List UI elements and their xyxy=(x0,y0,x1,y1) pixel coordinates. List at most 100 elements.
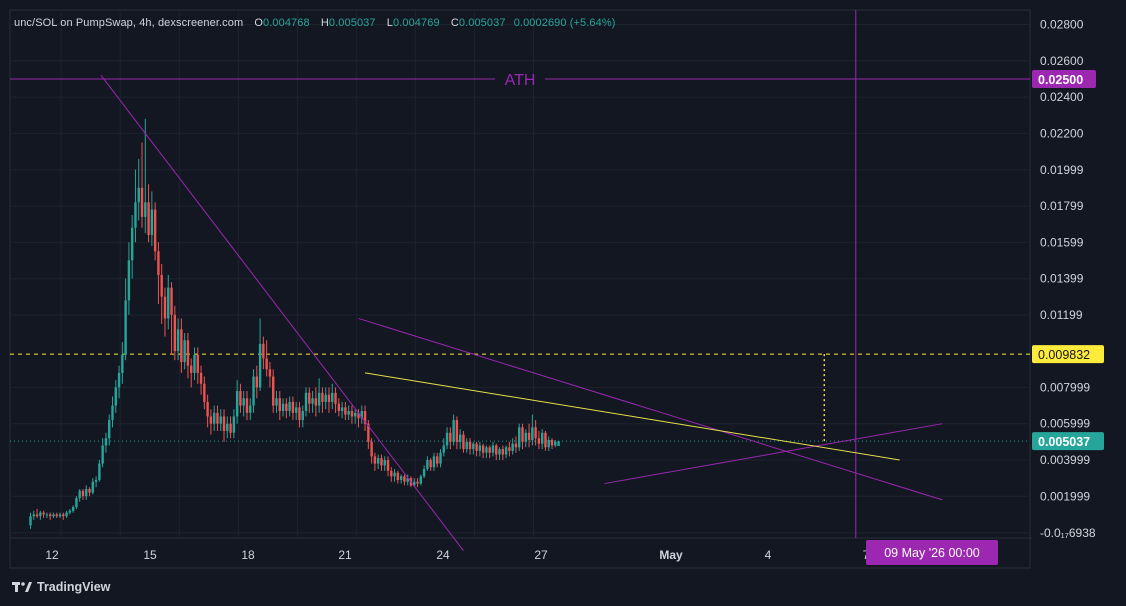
candle-body xyxy=(488,447,491,453)
candle-body xyxy=(65,512,68,517)
candle-body xyxy=(239,391,242,406)
candle-body xyxy=(518,427,521,448)
candle-body xyxy=(78,490,81,499)
candle-body xyxy=(449,432,452,442)
candle-body xyxy=(265,358,268,370)
candle-body xyxy=(163,296,167,319)
tradingview-logo-icon xyxy=(12,582,32,592)
candle-body xyxy=(147,202,150,235)
candle-body xyxy=(521,427,524,442)
candle-body xyxy=(498,449,501,455)
candle-body xyxy=(472,443,475,450)
candle-body xyxy=(275,398,278,406)
candle-body xyxy=(350,410,354,417)
candle-body xyxy=(268,369,272,377)
candle-body xyxy=(294,407,298,413)
candle-body xyxy=(255,376,259,388)
candle-body xyxy=(340,407,344,411)
candle-body xyxy=(298,407,301,421)
candle-body xyxy=(468,441,472,450)
candle-body xyxy=(170,287,173,315)
candle-body xyxy=(226,423,229,431)
tradingview-brand[interactable]: TradingView xyxy=(12,580,110,594)
candle-body xyxy=(458,434,462,442)
candle-body xyxy=(491,445,495,453)
candle-body xyxy=(104,438,108,446)
y-tick-label: 0.005999 xyxy=(1040,417,1090,431)
candle-body xyxy=(301,410,304,421)
candle-body xyxy=(173,314,177,352)
candle-body xyxy=(58,514,62,517)
y-tick-label: 0.001999 xyxy=(1040,489,1090,503)
candle-body xyxy=(45,514,49,516)
candle-body xyxy=(281,403,285,411)
candle-body xyxy=(386,459,390,471)
candle-body xyxy=(445,432,449,446)
candle-body xyxy=(183,340,186,362)
y-tick-label: 0.02800 xyxy=(1040,18,1084,32)
candle-body xyxy=(140,187,144,217)
candle-body xyxy=(544,432,547,448)
y-tick-label: 0.02200 xyxy=(1040,126,1084,140)
candle-body xyxy=(396,472,400,480)
candle-body xyxy=(321,392,324,402)
candle-body xyxy=(137,187,140,203)
candle-body xyxy=(347,410,350,415)
candle-body xyxy=(337,403,341,411)
level-price-label: 0.009832 xyxy=(1038,348,1090,362)
level-price-tag xyxy=(1032,345,1104,364)
y-tick-label: -0.0₁₇6938 xyxy=(1040,526,1096,540)
candle-body xyxy=(186,340,190,366)
candle-body xyxy=(157,251,160,275)
grid-lines xyxy=(10,10,1030,538)
candle-body xyxy=(514,443,518,448)
candle-body xyxy=(422,469,426,477)
candle-body xyxy=(442,445,445,453)
candle-body xyxy=(232,416,236,433)
candle-body xyxy=(121,354,124,373)
downtrend-line xyxy=(100,75,464,552)
candle-body xyxy=(108,420,111,439)
y-tick-label: 0.01199 xyxy=(1040,308,1083,322)
candle-body xyxy=(111,405,114,421)
candle-body xyxy=(311,398,314,404)
candle-body xyxy=(524,432,527,442)
candle-body xyxy=(383,459,386,466)
candle-body xyxy=(478,445,482,451)
candle-body xyxy=(193,354,196,373)
brand-label: TradingView xyxy=(37,580,111,594)
candle-body xyxy=(209,416,213,424)
candle-body xyxy=(229,423,232,433)
close-label: C xyxy=(450,17,459,29)
candle-body xyxy=(501,449,505,455)
candle-body xyxy=(495,445,498,455)
y-tick-label: 0.007999 xyxy=(1040,380,1090,394)
candle-body xyxy=(324,394,327,402)
candle-body xyxy=(39,512,42,517)
candle-body xyxy=(144,202,147,217)
candle-body xyxy=(436,456,439,464)
candle-body xyxy=(462,434,465,450)
candle-body xyxy=(455,420,459,442)
candle-body xyxy=(327,394,331,402)
candle-body xyxy=(416,481,419,484)
candle-body xyxy=(314,398,318,406)
current-price-label: 0.005037 xyxy=(1038,435,1090,449)
candle-body xyxy=(150,209,154,235)
candle-body xyxy=(124,300,127,355)
candle-body xyxy=(540,432,544,444)
yellow-trend-line xyxy=(364,372,900,461)
candle-body xyxy=(367,423,370,442)
candle-body xyxy=(219,416,222,424)
candle-body xyxy=(48,514,52,517)
candle-body xyxy=(285,403,288,411)
x-tick-label: 21 xyxy=(338,548,352,562)
ath-label: ATH xyxy=(505,72,536,89)
close-value: 0.005037 xyxy=(458,17,506,29)
candle-body xyxy=(334,392,337,404)
candle-body xyxy=(557,441,560,447)
candle-body xyxy=(406,478,409,482)
